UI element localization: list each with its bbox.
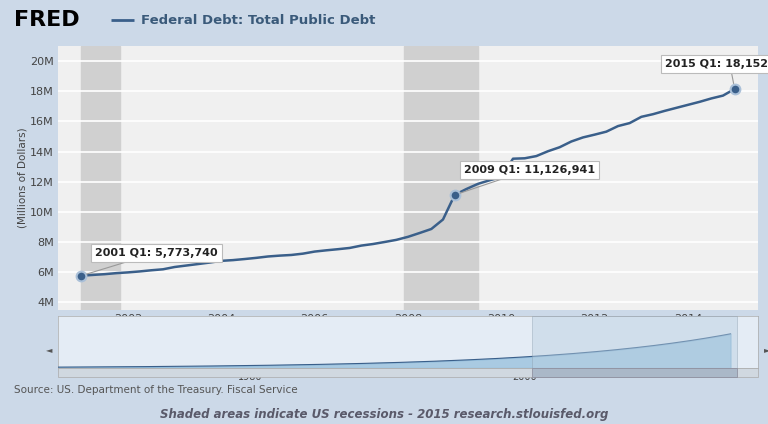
Text: Source: US. Department of the Treasury. Fiscal Service: Source: US. Department of the Treasury. … bbox=[14, 385, 297, 395]
Bar bbox=[81, 46, 120, 310]
Text: 2001 Q1: 5,773,740: 2001 Q1: 5,773,740 bbox=[87, 248, 218, 274]
Y-axis label: (Millions of Dollars): (Millions of Dollars) bbox=[18, 128, 28, 228]
Text: 2009 Q1: 11,126,941: 2009 Q1: 11,126,941 bbox=[460, 165, 595, 193]
Bar bbox=[404, 46, 478, 310]
Text: Federal Debt: Total Public Debt: Federal Debt: Total Public Debt bbox=[141, 14, 375, 27]
Text: FRED: FRED bbox=[14, 10, 79, 30]
Text: 2015 Q1: 18,152,056: 2015 Q1: 18,152,056 bbox=[664, 59, 768, 84]
Bar bbox=[531, 368, 737, 377]
Text: Shaded areas indicate US recessions - 2015 research.stlouisfed.org: Shaded areas indicate US recessions - 20… bbox=[160, 408, 608, 421]
Text: ◄: ◄ bbox=[46, 345, 52, 354]
Bar bbox=[531, 316, 737, 368]
Text: ►: ► bbox=[763, 345, 768, 354]
Bar bbox=[58, 368, 758, 377]
